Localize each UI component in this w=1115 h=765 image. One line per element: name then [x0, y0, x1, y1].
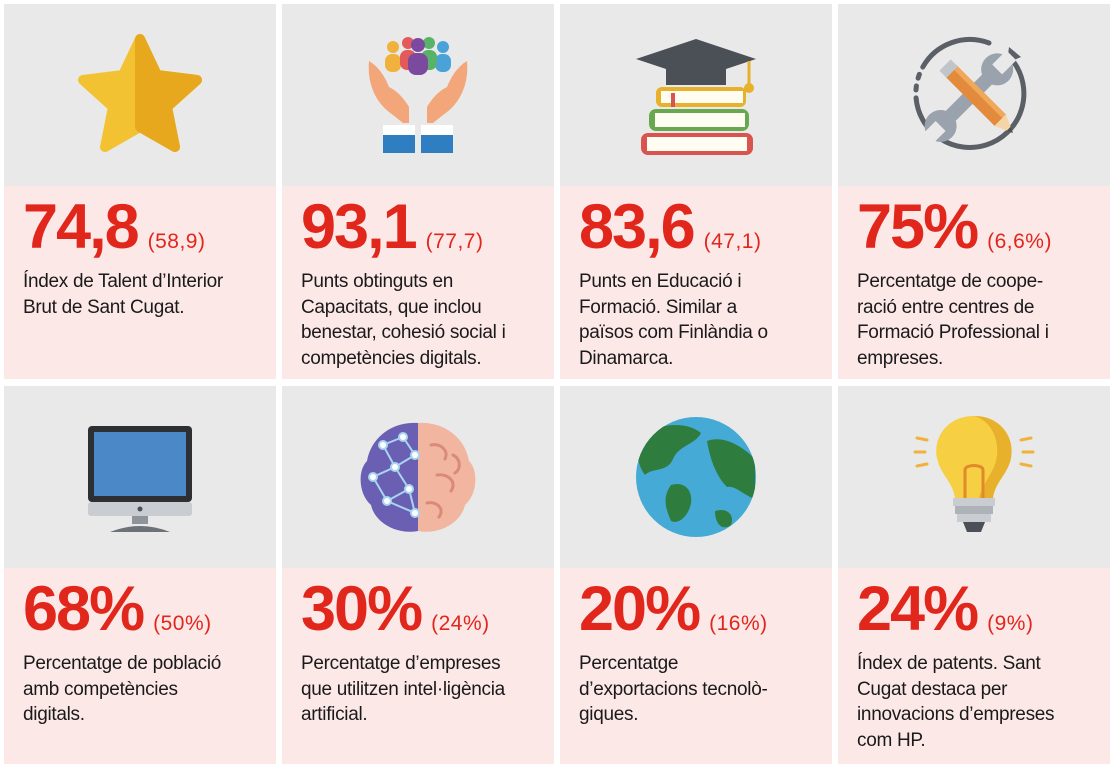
stat-card-cooperacio: 75% (6,6%) Percentatge de coope- ració e…: [838, 4, 1110, 379]
stat-description: Índex de Talent d’Interior Brut de Sant …: [23, 271, 223, 318]
stat-reference: (16%): [709, 612, 768, 635]
graduation-books-icon: [631, 33, 761, 158]
stat-card-exportacions: 20% (16%) Percentatge d’exportacions tec…: [560, 386, 832, 764]
stat-reference: (9%): [987, 612, 1034, 635]
lightbulb-icon: [909, 412, 1039, 542]
stat-description: Punts obtinguts en Capacitats, que inclo…: [301, 271, 506, 369]
stat-description: Percentatge de coope- ració entre centre…: [857, 271, 1049, 369]
stat-card-competencies-digitals: 68% (50%) Percentatge de població amb co…: [4, 386, 276, 764]
stat-reference: (47,1): [703, 230, 762, 253]
stat-description: Índex de patents. Sant Cugat destaca per…: [857, 653, 1055, 751]
stat-description: Punts en Educació i Formació. Similar a …: [579, 271, 768, 369]
stat-description: Percentatge de població amb competències…: [23, 653, 222, 725]
wrench-pencil-icon: [909, 33, 1039, 158]
stat-value: 68%: [23, 574, 145, 644]
stat-value: 93,1: [301, 192, 418, 262]
monitor-icon: [80, 420, 200, 535]
stat-value: 74,8: [23, 192, 140, 262]
stat-card-talent: 74,8 (58,9) Índex de Talent d’Interior B…: [4, 4, 276, 379]
stat-card-intelligencia-artificial: 30% (24%) Percentatge d’empreses que uti…: [282, 386, 554, 764]
brain-network-icon: [353, 415, 483, 540]
stat-description: Percentatge d’exportacions tecnolò- giqu…: [579, 653, 768, 725]
stat-reference: (77,7): [425, 230, 484, 253]
stat-value: 75%: [857, 192, 979, 262]
stat-value: 83,6: [579, 192, 696, 262]
star-icon: [75, 33, 205, 158]
stat-reference: (24%): [431, 612, 490, 635]
stat-reference: (50%): [153, 612, 212, 635]
stat-value: 20%: [579, 574, 701, 644]
stat-card-patents: 24% (9%) Índex de patents. Sant Cugat de…: [838, 386, 1110, 764]
stat-reference: (6,6%): [987, 230, 1052, 253]
stat-description: Percentatge d’empreses que utilitzen int…: [301, 653, 505, 725]
stat-card-capacitats: 93,1 (77,7) Punts obtinguts en Capacitat…: [282, 4, 554, 379]
hands-people-icon: [363, 33, 473, 158]
stat-reference: (58,9): [147, 230, 206, 253]
stat-card-educacio: 83,6 (47,1) Punts en Educació i Formació…: [560, 4, 832, 379]
globe-icon: [631, 415, 761, 540]
stat-value: 30%: [301, 574, 423, 644]
stat-value: 24%: [857, 574, 979, 644]
